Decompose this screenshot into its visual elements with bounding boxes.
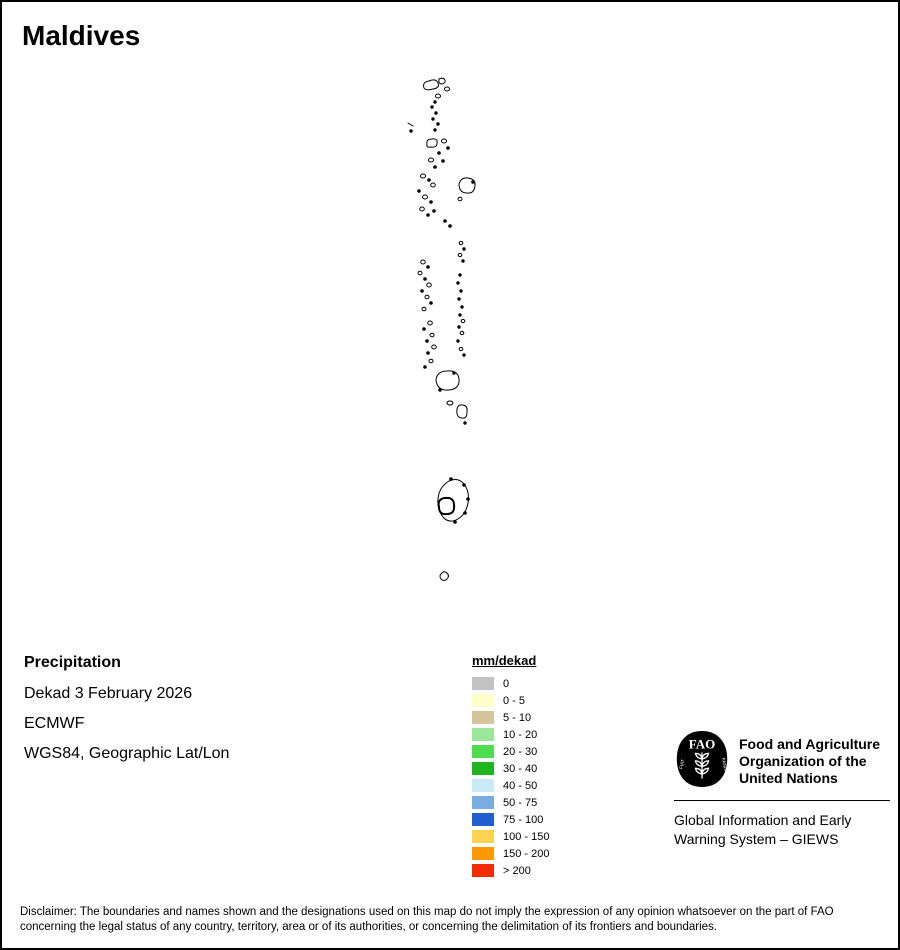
fao-org-name: Food and Agriculture Organization of the… — [739, 736, 881, 786]
maldives-islands-svg — [407, 77, 476, 581]
legend-row: 75 - 100 — [472, 811, 549, 828]
legend-row: 0 — [472, 675, 549, 692]
map-info-block: Precipitation Dekad 3 February 2026 ECMW… — [24, 654, 229, 775]
legend-label: 20 - 30 — [503, 745, 538, 758]
legend-row: 0 - 5 — [472, 692, 549, 709]
fao-motto-panis: PANIS — [721, 757, 729, 771]
atoll-cluster-south — [437, 477, 470, 524]
giews-label: Global Information and Early Warning Sys… — [674, 812, 852, 847]
legend-swatch — [472, 745, 494, 758]
fao-logo-row: FAO FIAT PANIS Food and Agriculture Orga… — [674, 730, 892, 788]
legend-row: 5 - 10 — [472, 709, 549, 726]
maldives-map — [382, 62, 522, 602]
legend-label: 10 - 20 — [503, 728, 538, 741]
atoll-cluster-lower-middle — [422, 313, 468, 425]
legend-title: mm/dekad — [472, 653, 537, 668]
disclaimer-text: Disclaimer: The boundaries and names sho… — [20, 906, 834, 933]
info-precipitation-heading: Precipitation — [24, 654, 121, 671]
legend-swatch — [472, 762, 494, 775]
info-dekad: Dekad 3 February 2026 — [24, 685, 193, 702]
legend-row: 150 - 200 — [472, 845, 549, 862]
legend-label: > 200 — [503, 864, 531, 877]
legend-swatch — [472, 813, 494, 826]
legend-swatch — [472, 864, 494, 877]
fao-branding: FAO FIAT PANIS Food and Agriculture Orga… — [674, 730, 892, 849]
legend-swatch — [472, 796, 494, 809]
legend-swatch — [472, 830, 494, 843]
legend-swatch — [472, 847, 494, 860]
atoll-cluster-upper-middle — [417, 173, 476, 228]
legend-swatch — [472, 694, 494, 707]
legend-classes: 0 0 - 5 5 - 10 10 - 20 20 - 30 30 - 40 40 - 50… — [472, 675, 549, 879]
wheat-ear-icon — [694, 752, 710, 779]
legend-label: 75 - 100 — [503, 813, 544, 826]
legend-label: 5 - 10 — [503, 711, 532, 724]
legend-row: > 200 — [472, 862, 549, 879]
info-source: ECMWF — [24, 715, 85, 732]
legend-label: 0 - 5 — [503, 694, 526, 707]
atoll-cluster-middle — [417, 240, 466, 312]
legend-row: 100 - 150 — [472, 828, 549, 845]
fao-logo-letters: FAO — [689, 737, 716, 752]
legend-swatch — [472, 711, 494, 724]
legend-label: 0 — [503, 677, 510, 690]
fao-logo-svg: FAO FIAT PANIS — [676, 731, 729, 787]
legend-row: 10 - 20 — [472, 726, 549, 743]
fao-logo: FAO FIAT PANIS — [674, 730, 730, 788]
fao-motto-fiat: FIAT — [678, 759, 685, 770]
legend-label: 40 - 50 — [503, 779, 538, 792]
info-projection: WGS84, Geographic Lat/Lon — [24, 745, 230, 762]
legend-label: 100 - 150 — [503, 830, 550, 843]
page-title: Maldives — [22, 20, 141, 51]
legend-row: 50 - 75 — [472, 794, 549, 811]
atoll-cluster-north — [407, 77, 450, 169]
branding-divider — [674, 800, 890, 801]
legend-row: 20 - 30 — [472, 743, 549, 760]
legend-label: 150 - 200 — [503, 847, 550, 860]
legend-row: 30 - 40 — [472, 760, 549, 777]
atoll-addu — [439, 571, 449, 581]
legend-swatch — [472, 677, 494, 690]
legend-row: 40 - 50 — [472, 777, 549, 794]
legend: mm/dekad 0 0 - 5 5 - 10 10 - 20 20 - 30 30 - … — [472, 653, 549, 879]
legend-label: 50 - 75 — [503, 796, 538, 809]
legend-label: 30 - 40 — [503, 762, 538, 775]
legend-swatch — [472, 728, 494, 741]
legend-swatch — [472, 779, 494, 792]
